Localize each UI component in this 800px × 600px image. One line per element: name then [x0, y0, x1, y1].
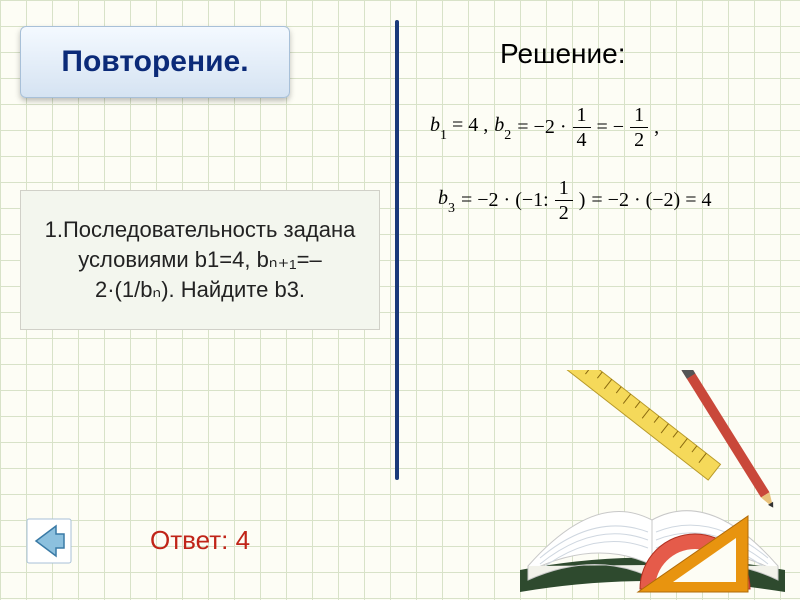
eq1-b1-val: = 4 , [447, 114, 488, 136]
problem-text: 1.Последовательность задана условиями b1… [39, 215, 361, 304]
solution-title: Решение: [500, 38, 626, 70]
eq1-b1: b1 = 4 , [430, 114, 488, 141]
eq1-b2-sub: 2 [504, 128, 511, 143]
eq1-frac2-den: 2 [630, 128, 648, 150]
eq1-b2-sym: b [494, 114, 504, 136]
back-button[interactable] [26, 518, 72, 564]
header-panel: Повторение. [20, 26, 290, 98]
eq2-rest: = −2 · (−2) = 4 [591, 189, 711, 212]
eq2-b3-sub: 3 [448, 201, 455, 216]
eq1-prefix: = −2 · [517, 116, 566, 139]
eq1-mid: = − [597, 116, 625, 139]
eq2-frac-den: 2 [555, 201, 573, 223]
eq2-prefix: = −2 · (−1: [461, 189, 549, 212]
eq1-b1-sym: b [430, 114, 440, 136]
arrow-left-icon [26, 518, 72, 564]
eq2-frac-num: 1 [555, 178, 573, 201]
eq1-frac1-den: 4 [573, 128, 591, 150]
decor-illustration [500, 370, 800, 600]
eq1-tail: , [654, 116, 659, 139]
eq1-frac2-num: 1 [630, 105, 648, 128]
eq2-b3-sym: b [438, 187, 448, 209]
eq2-frac: 1 2 [555, 178, 573, 223]
header-title: Повторение. [61, 45, 248, 79]
eq1-frac2: 1 2 [630, 105, 648, 150]
eq1-frac1: 1 4 [573, 105, 591, 150]
vertical-divider [395, 20, 399, 480]
eq2-close: ) [579, 189, 586, 212]
answer-text: Ответ: 4 [150, 525, 250, 556]
equation-1: b1 = 4 , b2 = −2 · 1 4 = − 1 2 , [430, 105, 659, 150]
eq1-b1-sub: 1 [440, 128, 447, 143]
problem-panel: 1.Последовательность задана условиями b1… [20, 190, 380, 330]
equation-2: b3 = −2 · (−1: 1 2 ) = −2 · (−2) = 4 [438, 178, 712, 223]
eq1-frac1-num: 1 [573, 105, 591, 128]
eq1-b2-lhs: b2 [494, 114, 511, 141]
eq2-b3-lhs: b3 [438, 187, 455, 214]
